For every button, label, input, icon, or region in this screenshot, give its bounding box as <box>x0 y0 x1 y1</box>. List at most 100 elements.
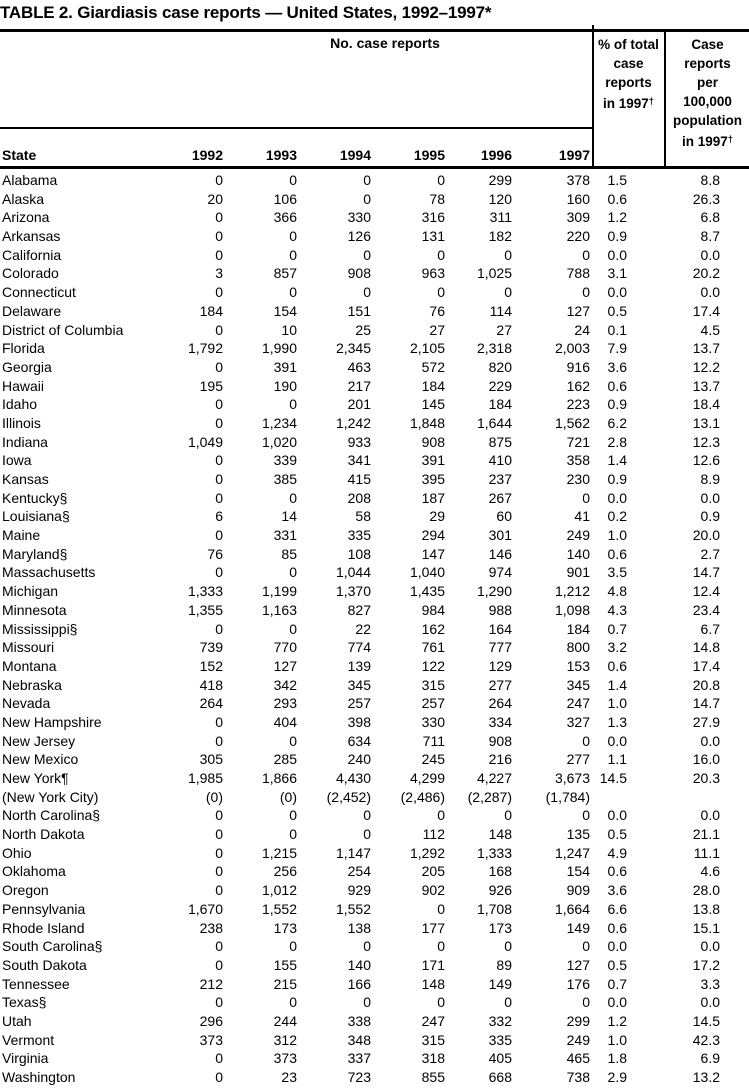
rate-per-100k: 0.0 <box>700 246 720 263</box>
divider-rate-column <box>664 29 666 169</box>
case-count: 29 <box>429 508 445 525</box>
case-count: 1,848 <box>409 414 445 431</box>
table-row: Vermont 373 312 348 315 335 249 1.0 42.3 <box>0 1031 749 1050</box>
case-count: 0 <box>289 807 297 824</box>
case-count: 335 <box>347 527 371 544</box>
pct-of-total: 1.2 <box>607 209 627 226</box>
state-name: (New York City) <box>2 788 99 805</box>
case-count: 151 <box>347 302 371 319</box>
case-count: 315 <box>421 1031 445 1048</box>
case-count: 212 <box>199 975 223 992</box>
case-count: 0 <box>215 209 223 226</box>
case-count: 933 <box>347 433 371 450</box>
state-name: Illinois <box>2 414 41 431</box>
case-count: 155 <box>273 956 297 973</box>
case-count: 820 <box>488 358 512 375</box>
case-count: 345 <box>347 676 371 693</box>
case-count: 0 <box>215 844 223 861</box>
table-row: Delaware 184 154 151 76 114 127 0.5 17.4 <box>0 302 749 321</box>
rate-per-100k: 13.8 <box>692 900 720 917</box>
case-count: 277 <box>566 751 590 768</box>
case-count: 1,355 <box>187 601 223 618</box>
state-name: Michigan <box>2 583 59 600</box>
case-count: 465 <box>566 1050 590 1067</box>
table-row: Oklahoma 0 256 254 205 168 154 0.6 4.6 <box>0 862 749 881</box>
case-count: 0 <box>215 938 223 955</box>
table-row: Utah 296 244 338 247 332 299 1.2 14.5 <box>0 1012 749 1031</box>
case-count: 0 <box>504 284 512 301</box>
table-row: North Dakota 0 0 0 112 148 135 0.5 21.1 <box>0 825 749 844</box>
case-count: 299 <box>566 1012 590 1029</box>
table-row: Montana 152 127 139 122 129 153 0.6 17.4 <box>0 657 749 676</box>
rate-per-100k: 12.2 <box>692 358 720 375</box>
case-count: 721 <box>566 433 590 450</box>
pct-of-total: 2.8 <box>607 433 627 450</box>
case-count: (0) <box>205 788 223 805</box>
case-count: 1,199 <box>261 583 297 600</box>
case-count: 331 <box>273 527 297 544</box>
pct-of-total: 1.2 <box>607 1012 627 1029</box>
case-count: 85 <box>281 545 297 562</box>
case-count: 164 <box>488 620 512 637</box>
rate-header-line: 100,000 <box>683 94 732 109</box>
pct-of-total: 0.7 <box>607 975 627 992</box>
case-count: 341 <box>347 452 371 469</box>
pct-of-total: 3.1 <box>607 265 627 282</box>
case-count: 1,012 <box>261 882 297 899</box>
table-row: Iowa 0 339 341 391 410 358 1.4 12.6 <box>0 451 749 470</box>
state-name: Washington <box>2 1069 76 1085</box>
case-count: 1,370 <box>335 583 371 600</box>
table-body: Alabama 0 0 0 0 299 378 1.5 8.8 Alaska 20 106 0 78 120… <box>0 171 749 1087</box>
case-count: 0 <box>215 882 223 899</box>
rate-per-100k: 14.7 <box>692 564 720 581</box>
dagger-footnote-mark: † <box>648 96 655 107</box>
rate-per-100k: 6.9 <box>700 1050 720 1067</box>
case-count: (0) <box>279 788 297 805</box>
pct-header-line: case <box>613 56 644 71</box>
table-row: District of Columbia 0 10 25 27 27 24 0.1 4.5 <box>0 321 749 340</box>
rate-per-100k: 8.7 <box>700 228 720 245</box>
pct-of-total: 0.6 <box>607 545 627 562</box>
year-column-header: 1995 <box>413 147 445 163</box>
table-row: New York¶ 1,985 1,866 4,430 4,299 4,227 3,673 1… <box>0 769 749 788</box>
case-count: 249 <box>566 1031 590 1048</box>
case-count: 240 <box>347 751 371 768</box>
case-count: 634 <box>347 732 371 749</box>
case-count: 1,044 <box>335 564 371 581</box>
rate-header-line: Case <box>691 37 724 52</box>
state-name: Rhode Island <box>2 919 85 936</box>
state-name: Nebraska <box>2 676 62 693</box>
case-count: 378 <box>566 172 590 188</box>
case-count: 108 <box>347 545 371 562</box>
case-count: 0 <box>504 807 512 824</box>
case-count: 23 <box>281 1069 297 1085</box>
rate-header-line: population <box>673 113 742 128</box>
case-count: 216 <box>488 751 512 768</box>
case-count: 89 <box>496 956 512 973</box>
state-name: Oregon <box>2 882 49 899</box>
case-count: 256 <box>273 863 297 880</box>
table-row: Idaho 0 0 201 145 184 223 0.9 18.4 <box>0 395 749 414</box>
table-row: Maryland§ 76 85 108 147 146 140 0.6 2.7 <box>0 545 749 564</box>
case-count: 0 <box>437 172 445 188</box>
pct-of-total: 0.0 <box>607 994 627 1011</box>
case-count: 0 <box>215 396 223 413</box>
case-count: 777 <box>488 639 512 656</box>
case-count: 0 <box>215 527 223 544</box>
case-count: 184 <box>421 377 445 394</box>
case-count: 0 <box>215 564 223 581</box>
state-name: Idaho <box>2 396 38 413</box>
pct-of-total: 0.9 <box>607 471 627 487</box>
year-column-header: 1992 <box>191 147 223 163</box>
case-count: 162 <box>421 620 445 637</box>
state-name: Kansas <box>2 471 49 487</box>
case-count: 337 <box>347 1050 371 1067</box>
pct-of-total: 14.5 <box>599 770 627 786</box>
case-count: 330 <box>347 209 371 226</box>
state-name: Iowa <box>2 452 32 469</box>
state-name: Connecticut <box>2 284 76 301</box>
rate-per-100k: 4.6 <box>700 863 720 880</box>
case-count: 148 <box>488 826 512 843</box>
case-count: 315 <box>421 676 445 693</box>
case-count: 909 <box>566 882 590 899</box>
